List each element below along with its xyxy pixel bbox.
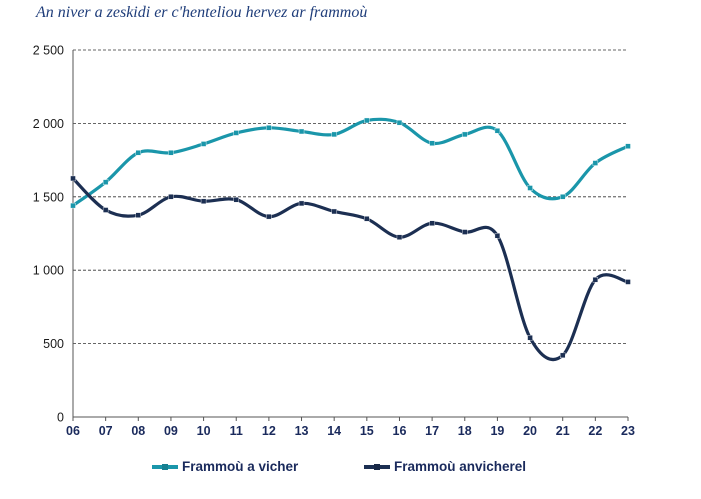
data-point	[135, 212, 141, 218]
data-point	[494, 128, 501, 134]
x-tick-label: 17	[425, 424, 439, 438]
chart-title: An niver a zeskidi er c'henteliou hervez…	[36, 4, 368, 21]
legend-swatch-series-2	[364, 464, 390, 469]
data-point	[70, 175, 76, 182]
y-tick-label: 2 000	[33, 117, 64, 131]
x-tick-label: 13	[295, 424, 309, 438]
gridlines	[73, 49, 628, 345]
data-point	[168, 194, 174, 200]
y-tick-label: 2 500	[33, 44, 64, 58]
data-point	[592, 277, 599, 283]
data-point	[331, 131, 337, 138]
legend-item-series-1: Frammoù a vicher	[152, 459, 298, 474]
data-point	[462, 229, 468, 235]
x-tick-label: 06	[66, 424, 80, 438]
x-tick-label: 15	[360, 424, 374, 438]
y-tick-label: 500	[43, 337, 64, 351]
x-tick-label: 19	[490, 424, 504, 438]
series-line-2	[71, 176, 630, 362]
y-tick-label: 1 500	[33, 190, 64, 204]
data-point	[364, 117, 370, 124]
data-point	[298, 200, 305, 207]
data-point	[625, 279, 631, 285]
legend-label-series-2: Frammoù anvicherel	[394, 459, 527, 474]
data-point	[102, 179, 109, 185]
data-point	[200, 198, 207, 204]
x-tick-label: 07	[99, 424, 113, 438]
data-point	[233, 130, 239, 136]
x-tick-label: 16	[393, 424, 407, 438]
x-tick-label: 18	[458, 424, 472, 438]
x-tick-label: 20	[523, 424, 537, 438]
data-point	[200, 141, 207, 147]
data-point	[331, 208, 337, 215]
x-tick-label: 12	[262, 424, 276, 438]
data-point	[429, 220, 435, 226]
series-lines	[70, 117, 631, 362]
legend: Frammoù a vicher Frammoù anvicherel	[0, 459, 701, 479]
legend-label-series-1: Frammoù a vicher	[182, 459, 299, 474]
data-point	[266, 125, 272, 131]
data-point	[364, 216, 370, 222]
legend-item-series-2: Frammoù anvicherel	[364, 459, 526, 474]
series-2	[70, 175, 631, 362]
data-point	[168, 150, 174, 156]
data-point	[462, 131, 468, 138]
data-point	[560, 194, 566, 200]
x-tick-label: 10	[197, 424, 211, 438]
data-point	[102, 207, 109, 213]
data-point	[298, 128, 305, 135]
x-tick-label: 22	[588, 424, 602, 438]
data-point	[135, 150, 141, 156]
legend-swatch-series-1	[152, 464, 178, 469]
x-tick-label: 14	[327, 424, 341, 438]
y-tick-labels: 0 500 1 000 1 500 2 000 2 500	[33, 44, 64, 425]
data-point	[494, 233, 501, 239]
y-tick-label: 0	[57, 411, 64, 425]
data-point	[527, 185, 533, 191]
x-tick-labels: 06 07 08 09 10 11 12 13 14 15 16 17 18 19 20 21 22 23	[66, 424, 635, 438]
x-tick-label: 23	[621, 424, 635, 438]
data-point	[592, 160, 599, 166]
axes	[72, 50, 629, 421]
data-point	[560, 352, 566, 359]
x-tick-label: 11	[230, 424, 243, 438]
data-point	[266, 213, 272, 220]
x-tick-label: 09	[164, 424, 178, 438]
x-tick-label: 08	[131, 424, 145, 438]
y-tick-label: 1 000	[33, 264, 64, 278]
data-point	[396, 234, 403, 240]
data-point	[527, 335, 533, 341]
data-point	[429, 140, 435, 146]
series-line-1	[71, 117, 630, 208]
data-point	[233, 197, 239, 203]
data-point	[396, 119, 403, 126]
x-tick-label: 21	[556, 424, 570, 438]
data-point	[70, 202, 76, 209]
data-point	[625, 143, 631, 149]
series-1	[70, 117, 631, 209]
